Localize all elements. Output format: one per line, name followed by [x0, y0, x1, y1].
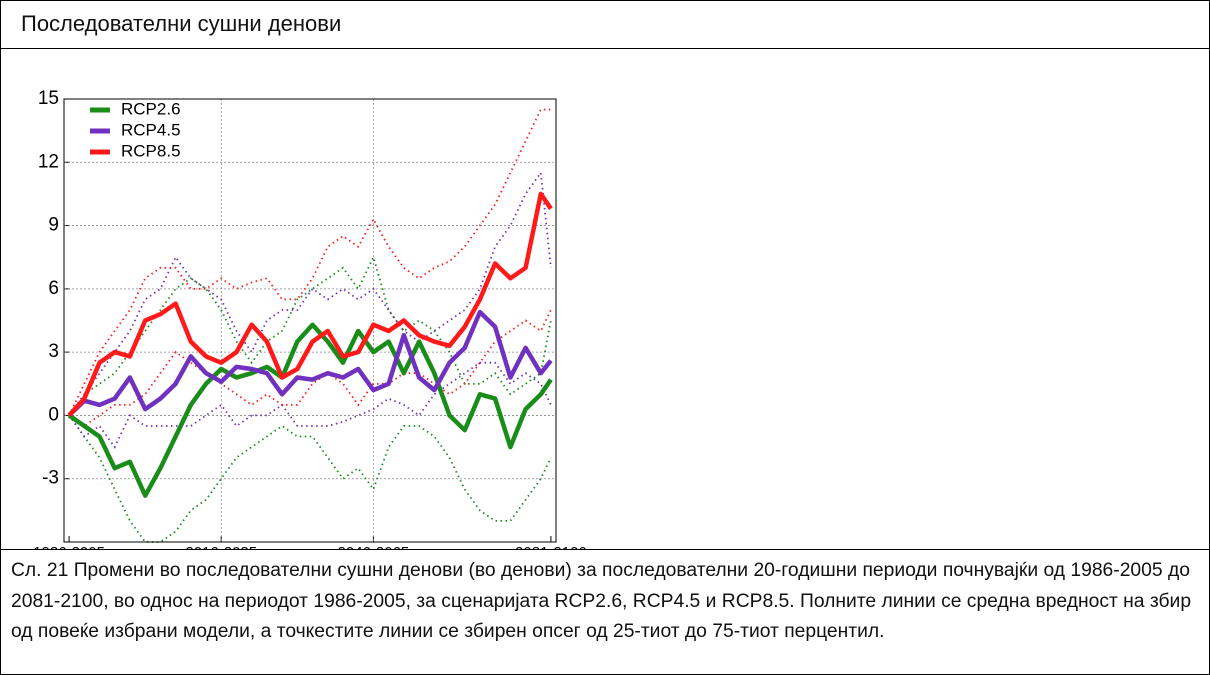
legend-label: RCP4.5 — [121, 120, 181, 139]
mean-line — [67, 322, 553, 498]
y-tick-label: 6 — [48, 278, 59, 299]
y-tick-label: 12 — [38, 151, 59, 172]
plot-frame — [63, 98, 557, 543]
y-tick-label: 3 — [48, 341, 59, 362]
x-tick-label: 2016-2035 — [185, 544, 257, 549]
x-tick-label: 2081-2100 — [515, 544, 587, 549]
chart: -3 0 3 6 9 12 15 1986-2005 2016-2035 2046-2065 208… — [33, 88, 587, 549]
caption: Сл. 21 Промени во последователни сушни д… — [1, 549, 1209, 674]
y-tick-label: 15 — [38, 88, 59, 109]
y-tick-label: 0 — [48, 404, 59, 425]
title: Последователни сушни денови — [1, 1, 1209, 49]
y-tick-label: -3 — [42, 468, 59, 489]
legend-label: RCP2.6 — [121, 99, 181, 118]
mean-line — [67, 309, 553, 418]
range-line — [68, 361, 552, 449]
mean-line — [67, 191, 553, 417]
legend-label: RCP8.5 — [121, 141, 181, 160]
x-tick-label: 1986-2005 — [33, 544, 105, 549]
range-line — [68, 170, 552, 416]
x-tick-label: 2046-2065 — [338, 544, 410, 549]
y-tick-label: 9 — [48, 215, 59, 236]
